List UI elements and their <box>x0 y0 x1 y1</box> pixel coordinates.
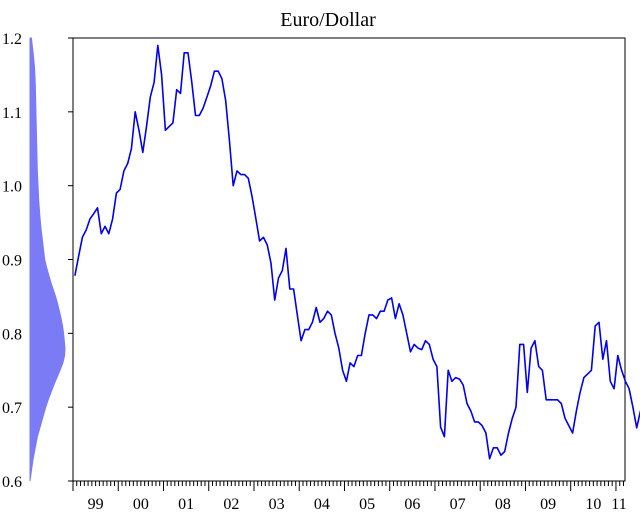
x-tick-label: 03 <box>269 496 285 513</box>
x-tick-label: 00 <box>133 496 149 513</box>
x-tick-label: 11 <box>611 496 626 513</box>
chart-title: Euro/Dollar <box>280 9 376 31</box>
y-tick-label: 1.2 <box>2 31 22 48</box>
y-tick-label: 1.1 <box>2 105 22 122</box>
x-tick-label: 10 <box>585 496 601 513</box>
x-tick-label: 01 <box>178 496 194 513</box>
plot-frame <box>72 37 626 482</box>
y-axis: 1.2 1.1 1.0 0.9 0.8 0.7 0.6 <box>2 31 73 491</box>
y-tick-label: 0.9 <box>2 253 22 270</box>
series-line <box>74 44 640 460</box>
density-shape <box>29 37 66 482</box>
y-tick-label: 0.6 <box>2 474 22 491</box>
x-axis: 99 00 01 02 03 04 05 06 07 08 09 10 11 <box>72 481 627 513</box>
x-tick-label: 09 <box>540 496 556 513</box>
x-tick-label: 06 <box>404 496 420 513</box>
x-tick-label: 99 <box>88 496 104 513</box>
x-tick-label: 07 <box>450 496 466 513</box>
y-tick-label: 0.8 <box>2 326 22 343</box>
x-tick-label: 08 <box>495 496 511 513</box>
x-tick-label: 02 <box>223 496 239 513</box>
x-tick-label: 05 <box>359 496 375 513</box>
marginal-density <box>29 37 66 482</box>
y-tick-label: 0.7 <box>2 400 22 417</box>
series-layer <box>74 44 640 460</box>
y-tick-label: 1.0 <box>2 179 22 196</box>
x-tick-label: 04 <box>314 496 330 513</box>
